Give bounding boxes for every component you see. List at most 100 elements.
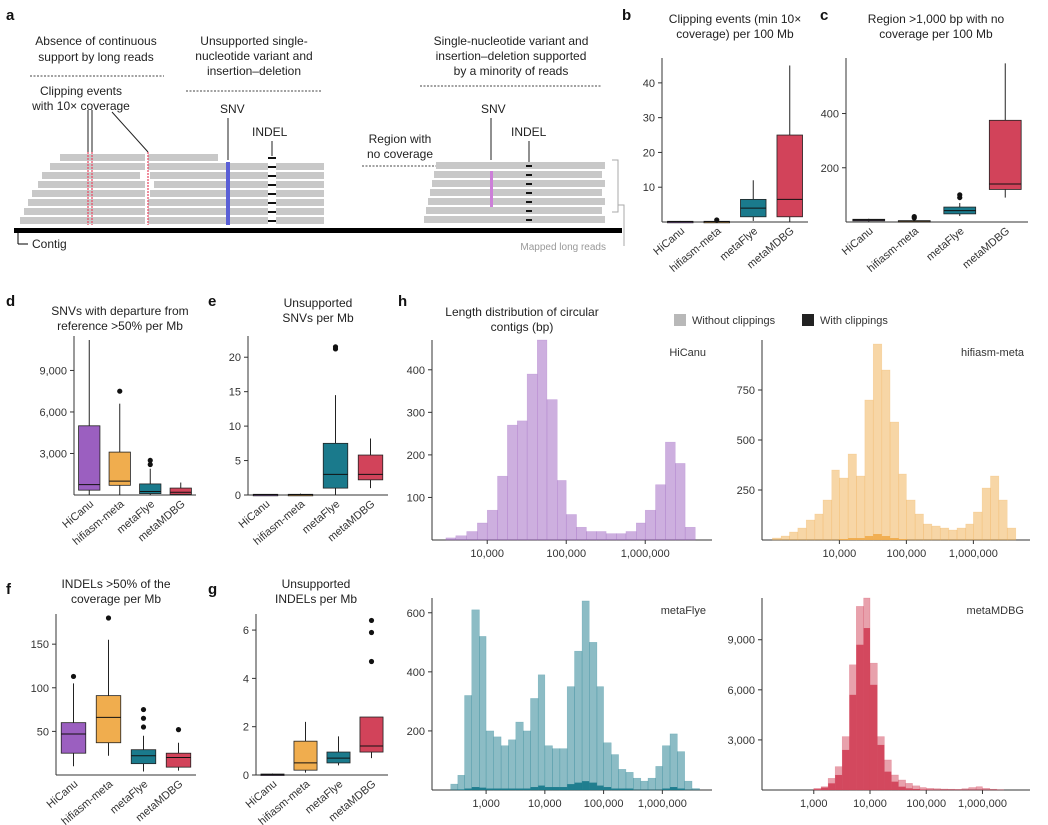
mapped-read: [432, 180, 605, 187]
mapped-read: [150, 190, 232, 197]
indel-mark: [526, 174, 532, 176]
chart-title: INDELs >50% of the: [61, 577, 170, 591]
bar-without-clippings: [515, 721, 524, 791]
y-tick-label: 400: [407, 365, 425, 377]
bar-without-clippings: [565, 514, 577, 541]
panel-label-g: g: [208, 581, 217, 598]
mapped-read: [154, 181, 232, 188]
box-metaFlye: [130, 749, 157, 765]
bar-without-clippings: [684, 780, 693, 791]
mapped-read: [232, 172, 268, 179]
chart-title: SNVs per Mb: [282, 311, 354, 325]
y-tick-label: 40: [643, 78, 655, 90]
chart-title: contigs (bp): [491, 320, 554, 334]
indel-mark: [526, 210, 532, 212]
indel-mark: [268, 184, 276, 186]
bar-without-clippings: [655, 484, 666, 541]
subplot-name: metaFlye: [661, 605, 706, 617]
bar-with-clippings: [544, 787, 553, 790]
outlier-point: [140, 724, 147, 730]
panel-label-d: d: [6, 293, 15, 310]
bar-without-clippings: [981, 487, 991, 541]
bar-without-clippings: [537, 674, 546, 791]
y-tick-label: 6,000: [39, 407, 67, 419]
mapped-read: [50, 163, 145, 170]
snv-label: SNV: [220, 102, 245, 116]
bar-without-clippings: [954, 789, 963, 791]
bar-without-clippings: [618, 769, 627, 791]
chart-title: coverage) per 100 Mb: [676, 27, 794, 41]
block3-title: by a minority of reads: [454, 64, 569, 78]
bar-without-clippings: [772, 537, 782, 541]
block3-title: Single-nucleotide variant and: [434, 34, 589, 48]
bar-with-clippings: [603, 787, 612, 790]
bar-without-clippings: [552, 748, 561, 791]
mapped-read: [276, 199, 324, 206]
chart-title: Region >1,000 bp with no: [868, 12, 1005, 26]
box-metaFlye: [326, 751, 351, 764]
bar-without-clippings: [596, 686, 604, 791]
bar-with-clippings: [835, 774, 843, 790]
y-tick-label: 20: [643, 147, 655, 159]
y-tick-label: 2: [243, 722, 249, 734]
bar-with-clippings: [501, 788, 509, 790]
bar-with-clippings: [559, 787, 568, 790]
bar-with-clippings: [813, 789, 822, 790]
y-tick-label: 200: [407, 450, 425, 462]
bar-without-clippings: [805, 519, 816, 541]
mapped-read: [232, 208, 268, 215]
bar-without-clippings: [576, 526, 587, 541]
bar-without-clippings: [497, 475, 508, 541]
bar-without-clippings: [546, 399, 558, 541]
bar-with-clippings: [905, 788, 913, 790]
indel-mark: [526, 192, 532, 194]
bar-without-clippings: [544, 745, 553, 791]
box-hifiasm-meta: [95, 695, 122, 744]
bar-without-clippings: [789, 531, 799, 541]
subplot-name: HiCanu: [669, 347, 706, 359]
bar-without-clippings: [975, 786, 983, 791]
bar-with-clippings: [567, 784, 575, 790]
snv-label: SNV: [481, 102, 506, 116]
contig-bar: [14, 228, 622, 233]
box-metaMDBG: [776, 134, 803, 218]
bar-without-clippings: [605, 533, 617, 541]
indel-mark: [268, 211, 276, 213]
block2-title: Unsupported single-: [200, 34, 307, 48]
bar-with-clippings: [881, 536, 891, 540]
chart-title: Clipping events (min 10×: [669, 12, 801, 26]
region-no-coverage-label: no coverage: [367, 147, 433, 161]
bar-with-clippings: [625, 788, 634, 790]
indel-mark: [526, 165, 532, 167]
x-tick-label: metaFlye: [924, 225, 966, 263]
mapped-read: [148, 154, 218, 161]
bar-without-clippings: [989, 788, 998, 791]
y-tick-label: 9,000: [39, 365, 67, 377]
x-tick-label: 1,000: [472, 798, 500, 810]
x-tick-label: 10,000: [823, 548, 857, 560]
y-tick-label: 15: [229, 387, 241, 399]
bar-with-clippings: [677, 788, 685, 790]
bar-without-clippings: [831, 469, 840, 541]
indel-mark: [268, 193, 276, 195]
indel-label: INDEL: [252, 125, 288, 139]
y-tick-label: 0: [235, 490, 241, 502]
bar-without-clippings: [968, 787, 977, 791]
panel-labels: a b c d e f g h: [6, 7, 828, 598]
y-tick-label: 250: [737, 485, 755, 497]
bar-with-clippings: [821, 787, 829, 790]
bar-with-clippings: [864, 536, 874, 540]
bar-with-clippings: [589, 782, 597, 790]
indel-label: INDEL: [511, 125, 547, 139]
outlier-point: [117, 388, 123, 394]
histogram-hifiasm-meta: hifiasm-meta 250 500 750 10,000 100,000 1,000,…: [737, 340, 1030, 560]
mapped-read: [434, 171, 602, 178]
bar-without-clippings: [479, 636, 487, 791]
bar-with-clippings: [471, 787, 480, 790]
bar-without-clippings: [655, 766, 663, 791]
panel-label-c: c: [820, 7, 828, 24]
block2-title: insertion–deletion: [207, 64, 301, 78]
y-tick-label: 500: [737, 435, 755, 447]
